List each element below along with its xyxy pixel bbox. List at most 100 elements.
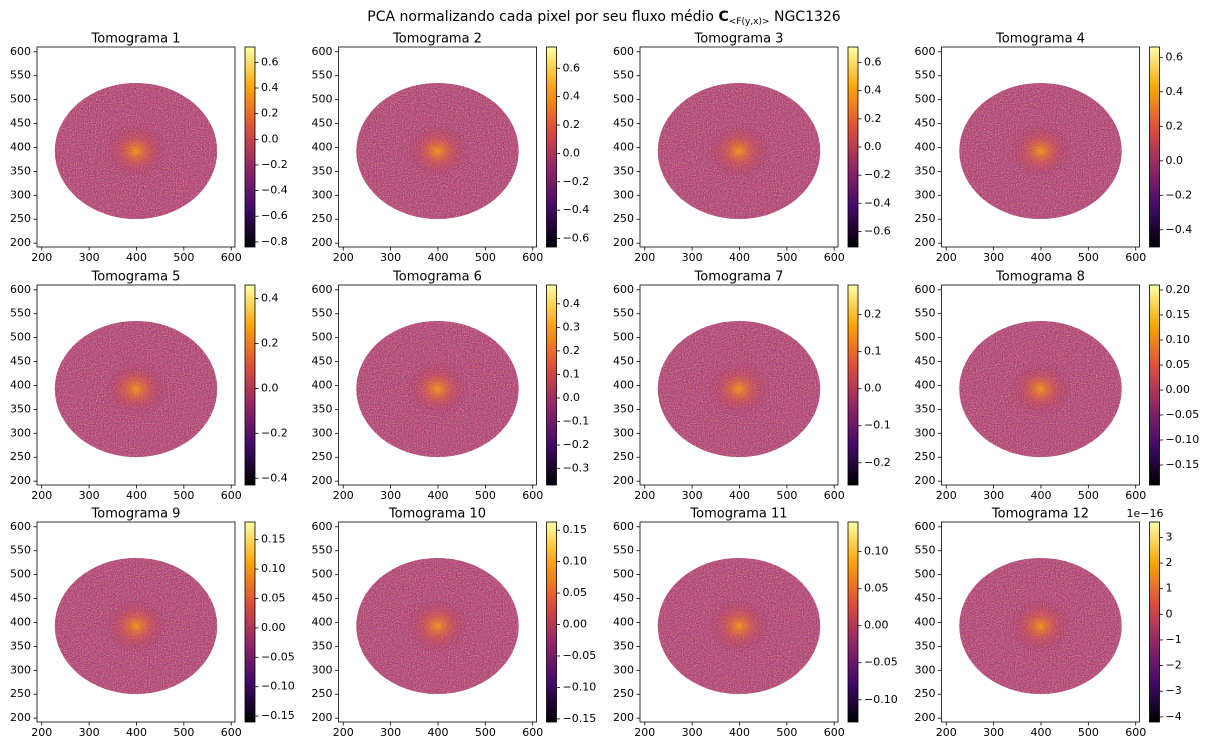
axes-frame [36, 46, 236, 248]
x-tick-label: 600 [522, 251, 543, 264]
x-tick-label: 300 [983, 726, 1004, 739]
axes-frame [639, 46, 839, 248]
y-tick-label: 350 [312, 402, 333, 415]
x-tick-label: 600 [221, 251, 242, 264]
x-tick-label: 600 [1125, 251, 1146, 264]
y-tick-label: 250 [10, 450, 31, 463]
panel-title: Tomograma 12 [991, 507, 1089, 522]
y-tick-label: 250 [312, 450, 333, 463]
axes-frame [338, 284, 537, 486]
colorbar-tick-label: 0.05 [261, 591, 286, 604]
y-tick-label: 600 [915, 45, 936, 58]
colorbar-tick-label: 1 [1166, 582, 1173, 595]
x-tick-label: 600 [824, 726, 845, 739]
y-tick-label: 500 [312, 93, 333, 106]
colorbar-tick-label: 0.2 [1166, 119, 1184, 132]
colorbar-tick-label: 0.15 [563, 523, 588, 536]
image-core [707, 123, 771, 179]
y-tick-label: 500 [312, 331, 333, 344]
y-tick-label: 200 [10, 711, 31, 724]
colorbar-tick-label: −0.2 [864, 456, 891, 469]
y-tick-label: 600 [312, 283, 333, 296]
x-tick-label: 400 [1030, 489, 1051, 502]
x-tick-label: 500 [1078, 251, 1099, 264]
colorbar-tick-label: −3 [1166, 684, 1182, 697]
x-tick-label: 400 [729, 251, 750, 264]
colorbar-tick-label: 0.6 [261, 55, 279, 68]
colorbar-tick-label: −0.15 [563, 712, 597, 725]
x-tick-label: 300 [983, 489, 1004, 502]
colorbar-tick-label: −0.1 [864, 419, 891, 432]
panel-title: Tomograma 7 [694, 270, 784, 285]
x-tick-label: 400 [1030, 251, 1051, 264]
x-tick-label: 500 [173, 489, 194, 502]
x-tick-label: 500 [475, 726, 496, 739]
colorbar-tick-label: 0.0 [864, 140, 882, 153]
colorbar-tick-label: −0.10 [563, 680, 597, 693]
x-tick-label: 600 [824, 251, 845, 264]
x-tick-label: 300 [682, 489, 703, 502]
image-core [104, 361, 168, 417]
colorbar-tick-label: −0.2 [1166, 188, 1193, 201]
image-core [1008, 598, 1073, 654]
colorbar-tick-label: −0.4 [563, 203, 590, 216]
colorbar-tick-label: 0.4 [261, 291, 279, 304]
y-tick-label: 600 [915, 520, 936, 533]
panel-title: Tomograma 11 [689, 507, 787, 522]
colorbar [1149, 521, 1160, 723]
colorbar-tick-label: 0.0 [864, 382, 882, 395]
y-tick-label: 550 [312, 307, 333, 320]
colorbar-tick-label: −0.6 [261, 209, 288, 222]
panel-title: Tomograma 1 [91, 32, 181, 47]
colorbar-tick-label: −1 [1166, 633, 1182, 646]
colorbar-tick-label: 0.2 [261, 107, 279, 120]
colorbar-tick-label: 0.00 [864, 619, 889, 632]
x-tick-label: 200 [31, 726, 52, 739]
y-tick-label: 500 [613, 568, 634, 581]
y-tick-label: 250 [915, 212, 936, 225]
colorbar-tick-label: −0.3 [563, 462, 590, 475]
colorbar-tick-label: −0.05 [864, 656, 898, 669]
colorbar-tick-label: 0.10 [1166, 333, 1191, 346]
y-tick-label: 400 [10, 615, 31, 628]
axes-frame [941, 284, 1140, 486]
colorbar-tick-label: 0.05 [563, 586, 588, 599]
y-tick-label: 400 [312, 378, 333, 391]
x-tick-label: 600 [824, 489, 845, 502]
colorbar-tick-label: 2 [1166, 556, 1173, 569]
y-tick-label: 350 [312, 164, 333, 177]
y-tick-label: 450 [613, 117, 634, 130]
colorbar-tick-label: 0.05 [1166, 358, 1191, 371]
y-tick-label: 300 [613, 188, 634, 201]
y-tick-label: 250 [613, 450, 634, 463]
y-tick-label: 450 [613, 592, 634, 605]
title-symbol: C [718, 9, 728, 25]
colorbar-tick-label: 0.6 [864, 55, 882, 68]
title-suffix: NGC1326 [774, 9, 841, 25]
colorbar-tick-label: 0.0 [261, 132, 279, 145]
axes-frame [941, 521, 1140, 723]
colorbar-tick-label: 0.15 [1166, 308, 1191, 321]
y-tick-label: 200 [312, 474, 333, 487]
y-tick-label: 500 [10, 331, 31, 344]
y-tick-label: 450 [10, 592, 31, 605]
x-tick-label: 500 [475, 251, 496, 264]
image-core [707, 361, 771, 417]
y-tick-label: 400 [915, 615, 936, 628]
x-tick-label: 600 [1125, 726, 1146, 739]
colorbar-tick-label: 0.00 [1166, 383, 1191, 396]
colorbar-tick-label: 0.2 [864, 308, 882, 321]
y-tick-label: 600 [613, 283, 634, 296]
colorbar [1149, 46, 1160, 248]
colorbar [244, 284, 256, 486]
x-tick-label: 200 [333, 251, 354, 264]
y-tick-label: 300 [10, 426, 31, 439]
colorbar-tick-label: 0.00 [563, 618, 588, 631]
y-tick-label: 200 [915, 474, 936, 487]
title-prefix: PCA normalizando cada pixel por seu flux… [367, 9, 714, 25]
y-tick-label: 250 [915, 687, 936, 700]
panel-title: Tomograma 4 [995, 32, 1085, 47]
x-tick-label: 500 [776, 251, 797, 264]
panel-title: Tomograma 10 [388, 507, 486, 522]
axes-frame [639, 284, 839, 486]
